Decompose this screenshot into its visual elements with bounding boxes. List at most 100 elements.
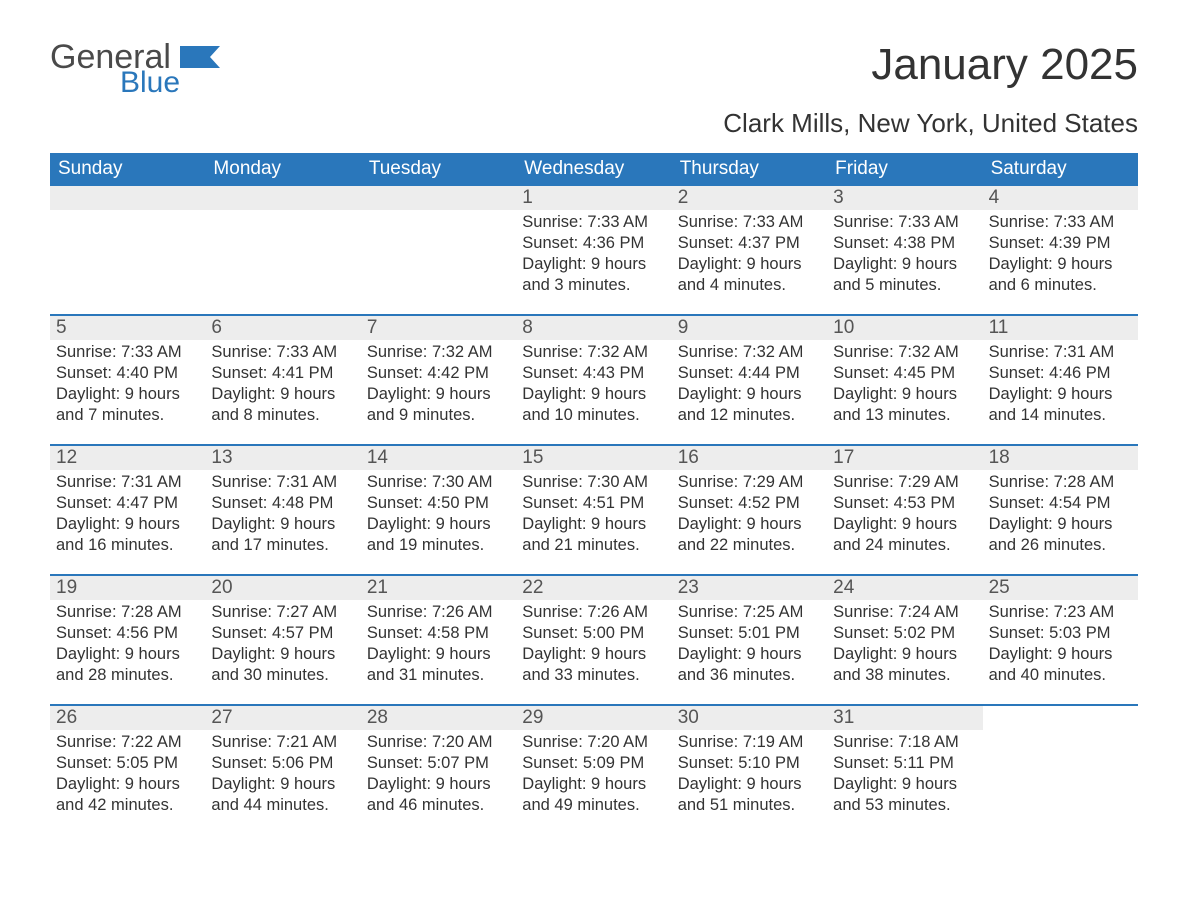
day-cell: 6Sunrise: 7:33 AMSunset: 4:41 PMDaylight… (205, 316, 360, 444)
empty-day-band (361, 186, 516, 210)
day-cell: 31Sunrise: 7:18 AMSunset: 5:11 PMDayligh… (827, 706, 982, 834)
day-cell: 5Sunrise: 7:33 AMSunset: 4:40 PMDaylight… (50, 316, 205, 444)
day-cell: 22Sunrise: 7:26 AMSunset: 5:00 PMDayligh… (516, 576, 671, 704)
sunrise-text: Sunrise: 7:20 AM (522, 732, 663, 753)
day-number: 24 (833, 577, 974, 599)
day-number-band: 1 (516, 186, 671, 210)
sunrise-text: Sunrise: 7:31 AM (56, 472, 197, 493)
daylight-text: Daylight: 9 hours (367, 644, 508, 665)
sunrise-text: Sunrise: 7:33 AM (833, 212, 974, 233)
sunrise-text: Sunrise: 7:24 AM (833, 602, 974, 623)
day-number: 20 (211, 577, 352, 599)
day-cell: 16Sunrise: 7:29 AMSunset: 4:52 PMDayligh… (672, 446, 827, 574)
sunrise-text: Sunrise: 7:33 AM (56, 342, 197, 363)
day-cell (983, 706, 1138, 834)
calendar: SundayMondayTuesdayWednesdayThursdayFrid… (50, 153, 1138, 834)
day-cell: 29Sunrise: 7:20 AMSunset: 5:09 PMDayligh… (516, 706, 671, 834)
daylight-text: and 8 minutes. (211, 405, 352, 426)
sunrise-text: Sunrise: 7:19 AM (678, 732, 819, 753)
sunrise-text: Sunrise: 7:33 AM (522, 212, 663, 233)
daylight-text: Daylight: 9 hours (678, 644, 819, 665)
title-block: January 2025 Clark Mills, New York, Unit… (723, 40, 1138, 139)
day-number: 29 (522, 707, 663, 729)
sunrise-text: Sunrise: 7:31 AM (211, 472, 352, 493)
weekday-header: Wednesday (516, 153, 671, 186)
sunset-text: Sunset: 4:48 PM (211, 493, 352, 514)
day-number: 31 (833, 707, 974, 729)
sunset-text: Sunset: 4:43 PM (522, 363, 663, 384)
daylight-text: Daylight: 9 hours (678, 384, 819, 405)
daylight-text: Daylight: 9 hours (367, 514, 508, 535)
sunset-text: Sunset: 4:42 PM (367, 363, 508, 384)
day-number-band: 21 (361, 576, 516, 600)
daylight-text: and 33 minutes. (522, 665, 663, 686)
day-cell: 8Sunrise: 7:32 AMSunset: 4:43 PMDaylight… (516, 316, 671, 444)
daylight-text: and 53 minutes. (833, 795, 974, 816)
daylight-text: Daylight: 9 hours (56, 644, 197, 665)
sunset-text: Sunset: 5:05 PM (56, 753, 197, 774)
weeks-container: 1Sunrise: 7:33 AMSunset: 4:36 PMDaylight… (50, 186, 1138, 834)
day-cell: 11Sunrise: 7:31 AMSunset: 4:46 PMDayligh… (983, 316, 1138, 444)
daylight-text: Daylight: 9 hours (989, 514, 1130, 535)
sunset-text: Sunset: 4:47 PM (56, 493, 197, 514)
sunset-text: Sunset: 4:41 PM (211, 363, 352, 384)
day-number: 19 (56, 577, 197, 599)
day-number-band: 20 (205, 576, 360, 600)
daylight-text: and 16 minutes. (56, 535, 197, 556)
day-number-band: 8 (516, 316, 671, 340)
sunrise-text: Sunrise: 7:32 AM (678, 342, 819, 363)
daylight-text: and 24 minutes. (833, 535, 974, 556)
day-number-band: 4 (983, 186, 1138, 210)
sunset-text: Sunset: 5:07 PM (367, 753, 508, 774)
daylight-text: Daylight: 9 hours (522, 384, 663, 405)
daylight-text: Daylight: 9 hours (522, 774, 663, 795)
sunrise-text: Sunrise: 7:29 AM (678, 472, 819, 493)
day-cell: 30Sunrise: 7:19 AMSunset: 5:10 PMDayligh… (672, 706, 827, 834)
day-number: 8 (522, 317, 663, 339)
day-number: 3 (833, 187, 974, 209)
day-number-band: 2 (672, 186, 827, 210)
day-cell: 21Sunrise: 7:26 AMSunset: 4:58 PMDayligh… (361, 576, 516, 704)
day-cell: 1Sunrise: 7:33 AMSunset: 4:36 PMDaylight… (516, 186, 671, 314)
sunrise-text: Sunrise: 7:32 AM (367, 342, 508, 363)
day-cell: 9Sunrise: 7:32 AMSunset: 4:44 PMDaylight… (672, 316, 827, 444)
empty-day-band (205, 186, 360, 210)
daylight-text: and 44 minutes. (211, 795, 352, 816)
daylight-text: Daylight: 9 hours (211, 774, 352, 795)
day-number-band: 13 (205, 446, 360, 470)
daylight-text: Daylight: 9 hours (56, 514, 197, 535)
sunrise-text: Sunrise: 7:22 AM (56, 732, 197, 753)
day-number: 27 (211, 707, 352, 729)
weekday-header-row: SundayMondayTuesdayWednesdayThursdayFrid… (50, 153, 1138, 186)
daylight-text: and 4 minutes. (678, 275, 819, 296)
daylight-text: and 13 minutes. (833, 405, 974, 426)
sunset-text: Sunset: 4:52 PM (678, 493, 819, 514)
day-number: 5 (56, 317, 197, 339)
sunset-text: Sunset: 4:57 PM (211, 623, 352, 644)
weekday-header: Friday (827, 153, 982, 186)
sunset-text: Sunset: 4:36 PM (522, 233, 663, 254)
day-number: 22 (522, 577, 663, 599)
daylight-text: Daylight: 9 hours (833, 384, 974, 405)
sunrise-text: Sunrise: 7:23 AM (989, 602, 1130, 623)
daylight-text: and 26 minutes. (989, 535, 1130, 556)
weekday-header: Monday (205, 153, 360, 186)
sunrise-text: Sunrise: 7:28 AM (989, 472, 1130, 493)
day-number-band: 16 (672, 446, 827, 470)
day-number: 12 (56, 447, 197, 469)
daylight-text: and 14 minutes. (989, 405, 1130, 426)
day-cell: 25Sunrise: 7:23 AMSunset: 5:03 PMDayligh… (983, 576, 1138, 704)
day-cell: 24Sunrise: 7:24 AMSunset: 5:02 PMDayligh… (827, 576, 982, 704)
sunrise-text: Sunrise: 7:20 AM (367, 732, 508, 753)
day-number-band: 7 (361, 316, 516, 340)
daylight-text: Daylight: 9 hours (56, 384, 197, 405)
empty-day-band (50, 186, 205, 210)
day-number: 13 (211, 447, 352, 469)
daylight-text: Daylight: 9 hours (522, 644, 663, 665)
daylight-text: Daylight: 9 hours (678, 514, 819, 535)
day-cell: 3Sunrise: 7:33 AMSunset: 4:38 PMDaylight… (827, 186, 982, 314)
day-number-band: 25 (983, 576, 1138, 600)
day-cell: 12 Sunrise: 7:31 AMSunset: 4:47 PMDayligh… (50, 446, 205, 574)
week-row: 1Sunrise: 7:33 AMSunset: 4:36 PMDaylight… (50, 186, 1138, 314)
sunrise-text: Sunrise: 7:28 AM (56, 602, 197, 623)
